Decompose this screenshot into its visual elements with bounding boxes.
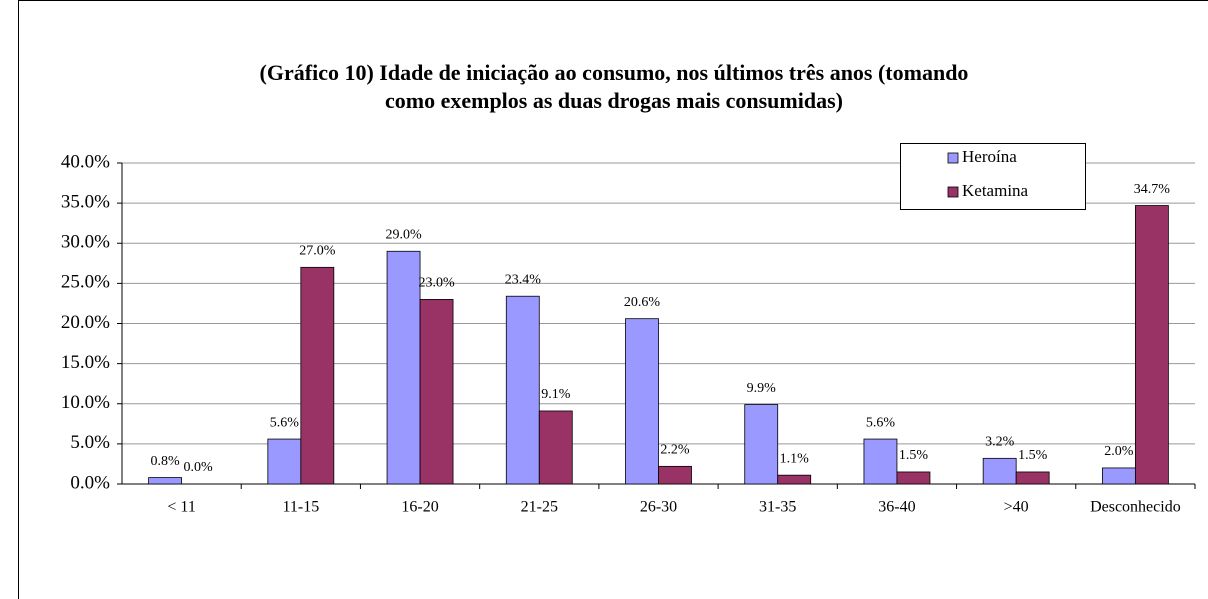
- x-tick-label: >40: [1004, 499, 1029, 516]
- bar: [896, 471, 931, 485]
- y-tick-label: 10.0%: [61, 392, 110, 413]
- chart-title: como exemplos as duas drogas mais consum…: [385, 88, 843, 113]
- value-label: 1.5%: [899, 448, 929, 463]
- bar: [658, 465, 692, 485]
- y-tick-label: 0.0%: [70, 472, 110, 493]
- y-tick-label: 20.0%: [61, 312, 110, 333]
- bar: [1134, 205, 1169, 485]
- x-tick-label: 16-20: [401, 499, 438, 516]
- legend-label: Ketamina: [962, 181, 1029, 200]
- y-tick-label: 5.0%: [70, 432, 110, 453]
- y-tick-label: 30.0%: [61, 232, 110, 253]
- value-label: 3.2%: [985, 435, 1015, 450]
- value-label: 23.0%: [418, 276, 455, 291]
- bar: [863, 438, 898, 485]
- value-label: 34.7%: [1134, 182, 1171, 197]
- value-label: 1.5%: [1018, 448, 1048, 463]
- value-label: 27.0%: [299, 244, 336, 259]
- bar: [1101, 467, 1136, 485]
- chart-title: (Gráfico 10) Idade de iniciação ao consu…: [260, 60, 969, 85]
- bar: [386, 250, 421, 485]
- y-tick-label: 25.0%: [61, 272, 110, 293]
- value-label: 20.6%: [624, 295, 661, 310]
- y-tick-label: 15.0%: [61, 352, 110, 373]
- bar: [505, 295, 540, 485]
- value-label: 29.0%: [385, 227, 422, 242]
- value-label: 0.8%: [151, 454, 181, 469]
- x-tick-label: 36-40: [878, 499, 915, 516]
- value-label: 9.9%: [747, 381, 777, 396]
- value-label: 2.0%: [1104, 444, 1134, 459]
- bar: [300, 266, 335, 485]
- chart-frame: [18, 0, 1208, 599]
- legend-label: Heroína: [962, 147, 1017, 166]
- value-label: 2.2%: [660, 443, 690, 458]
- bar: [1015, 471, 1050, 485]
- legend-box: [900, 143, 1086, 210]
- value-label: 0.0%: [184, 460, 214, 475]
- bar: [777, 474, 812, 485]
- bar: [267, 438, 302, 485]
- bar: [982, 457, 1017, 485]
- legend-swatch: [947, 186, 959, 198]
- x-tick-label: 26-30: [640, 499, 677, 516]
- bar: [148, 477, 183, 485]
- x-tick-label: Desconhecido: [1090, 499, 1181, 516]
- bar: [538, 410, 573, 485]
- value-label: 9.1%: [541, 387, 571, 402]
- legend-swatch: [947, 152, 959, 164]
- bar: [419, 299, 454, 485]
- y-tick-label: 35.0%: [61, 191, 110, 212]
- value-label: 1.1%: [780, 451, 810, 466]
- value-label: 5.6%: [270, 415, 300, 430]
- bar: [744, 404, 779, 485]
- bar: [625, 318, 659, 485]
- x-tick-label: 31-35: [759, 499, 796, 516]
- y-tick-label: 40.0%: [61, 151, 110, 172]
- value-label: 23.4%: [505, 272, 542, 287]
- value-label: 5.6%: [866, 415, 896, 430]
- x-tick-label: 11-15: [282, 499, 319, 516]
- x-tick-label: < 11: [167, 499, 195, 516]
- x-tick-label: 21-25: [521, 499, 558, 516]
